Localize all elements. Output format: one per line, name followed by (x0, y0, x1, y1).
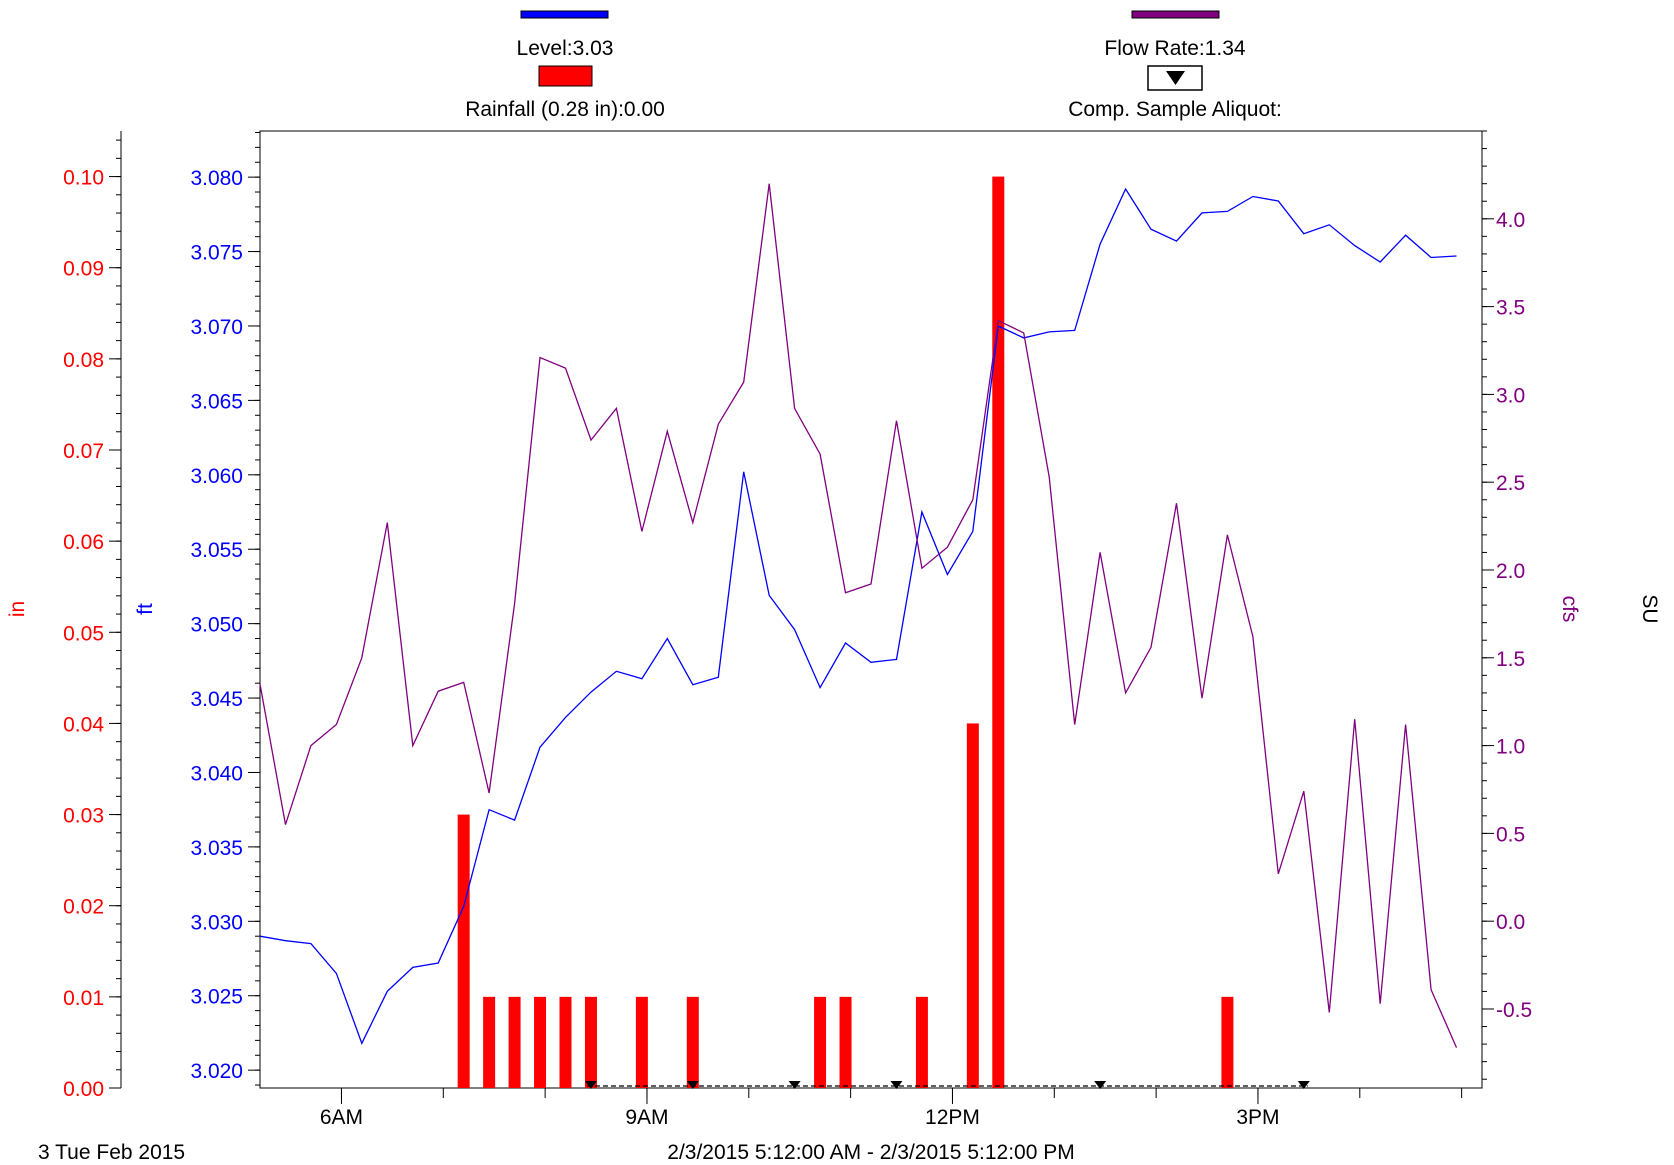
rain-tick-label: 0.09 (63, 258, 104, 281)
x-tick-label: 12PM (925, 1106, 980, 1129)
level-series-line (259, 187, 1457, 1045)
level-tick-label: 3.065 (190, 390, 243, 413)
legend-swatch-flow (1131, 10, 1220, 19)
level-tick-label: 3.055 (190, 539, 243, 562)
level-tick-label: 3.040 (190, 762, 243, 785)
rain-tick-label: 0.03 (63, 805, 104, 828)
rain-axis-label: in (6, 601, 29, 617)
rain-tick-label: 0.05 (63, 622, 104, 645)
sample-markers (584, 1081, 1310, 1089)
rainfall-bar (584, 996, 597, 1088)
level-tick-label: 3.035 (190, 837, 243, 860)
sample-marker (890, 1081, 903, 1089)
rainfall-bar (559, 996, 572, 1088)
footer-date: 3 Tue Feb 2015 (38, 1141, 185, 1164)
rain-tick-label: 0.01 (63, 987, 104, 1010)
flow-axis-ticks: -0.5 0.0 0.5 1.0 1.5 2.0 2.5 3.0 3.5 4.0 (1482, 130, 1532, 1080)
flow-tick-label: 2.0 (1496, 560, 1525, 583)
flow-tick-label: -0.5 (1496, 999, 1532, 1022)
legend-flow-label: Flow Rate:1.34 (1104, 37, 1246, 60)
sample-marker (1297, 1081, 1310, 1089)
legend-swatch-level (520, 10, 609, 19)
rainfall-bar (992, 176, 1005, 1089)
level-tick-label: 3.045 (190, 688, 243, 711)
rain-tick-label: 0.07 (63, 440, 104, 463)
rainfall-bar (915, 996, 928, 1088)
legend-swatch-rainfall (538, 65, 593, 87)
footer-range: 2/3/2015 5:12:00 AM - 2/3/2015 5:12:00 P… (667, 1141, 1074, 1164)
level-axis-ticks: 3.020 3.025 3.030 3.035 3.040 3.045 3.050 3.055… (190, 131, 260, 1086)
x-tick-label: 6AM (320, 1106, 363, 1129)
sample-marker (788, 1081, 801, 1089)
flow-tick-label: 3.0 (1496, 384, 1525, 407)
flow-tick-label: 0.0 (1496, 911, 1525, 934)
rainfall-bar (534, 996, 547, 1088)
rainfall-bar (508, 996, 521, 1088)
rainfall-bar (457, 814, 470, 1088)
flow-tick-label: 1.5 (1496, 648, 1525, 671)
rain-tick-label: 0.06 (63, 531, 104, 554)
legend-rainfall-label: Rainfall (0.28 in):0.00 (465, 98, 665, 121)
plot-area-frame (259, 130, 1483, 1089)
rainfall-bar (966, 723, 979, 1088)
down-triangle-icon (1166, 71, 1185, 85)
rainfall-bar (686, 996, 699, 1088)
flow-axis-label: cfs (1558, 596, 1581, 623)
flow-rate-series-line (259, 183, 1458, 1048)
series-lines (259, 183, 1458, 1048)
flow-tick-label: 4.0 (1496, 209, 1525, 232)
rainfall-bar (1221, 996, 1234, 1088)
level-tick-label: 3.020 (190, 1060, 243, 1083)
sample-marker (584, 1081, 597, 1089)
rainfall-bar (814, 996, 827, 1088)
sample-marker (1094, 1081, 1107, 1089)
rainfall-bars (457, 176, 1234, 1089)
flow-tick-label: 0.5 (1496, 823, 1525, 846)
rain-tick-label: 0.08 (63, 349, 104, 372)
level-axis-label: ft (134, 603, 157, 615)
rain-tick-label: 0.10 (63, 167, 104, 190)
rain-axis-ticks: 0.00 0.01 0.02 0.03 0.04 0.05 0.06 0.07 0.08 0.09… (63, 139, 121, 1101)
rain-tick-label: 0.04 (63, 713, 104, 736)
rain-tick-label: 0.02 (63, 896, 104, 919)
level-tick-label: 3.070 (190, 316, 243, 339)
level-tick-label: 3.060 (190, 465, 243, 488)
rainfall-bar (483, 996, 496, 1088)
legend-level-label: Level:3.03 (517, 37, 614, 60)
su-axis-label: SU (1638, 594, 1661, 623)
level-tick-label: 3.050 (190, 614, 243, 637)
rainfall-bar (635, 996, 648, 1088)
flow-tick-label: 1.0 (1496, 736, 1525, 759)
legend: Level:3.03 Rainfall (0.28 in):0.00 Flow … (465, 10, 1282, 121)
flow-tick-label: 3.5 (1496, 297, 1525, 320)
level-tick-label: 3.030 (190, 911, 243, 934)
level-tick-label: 3.025 (190, 986, 243, 1009)
x-tick-label: 9AM (625, 1106, 668, 1129)
rain-tick-label: 0.00 (63, 1078, 104, 1101)
legend-swatch-sample (1147, 65, 1203, 91)
flow-tick-label: 2.5 (1496, 472, 1525, 495)
level-tick-label: 3.080 (190, 167, 243, 190)
legend-sample-label: Comp. Sample Aliquot: (1068, 98, 1282, 121)
x-axis-ticks: 6AM 9AM 12PM 3PM (320, 1088, 1463, 1129)
x-tick-label: 3PM (1236, 1106, 1279, 1129)
sample-marker (686, 1081, 699, 1089)
rainfall-bar (839, 996, 852, 1088)
level-tick-label: 3.075 (190, 242, 243, 265)
